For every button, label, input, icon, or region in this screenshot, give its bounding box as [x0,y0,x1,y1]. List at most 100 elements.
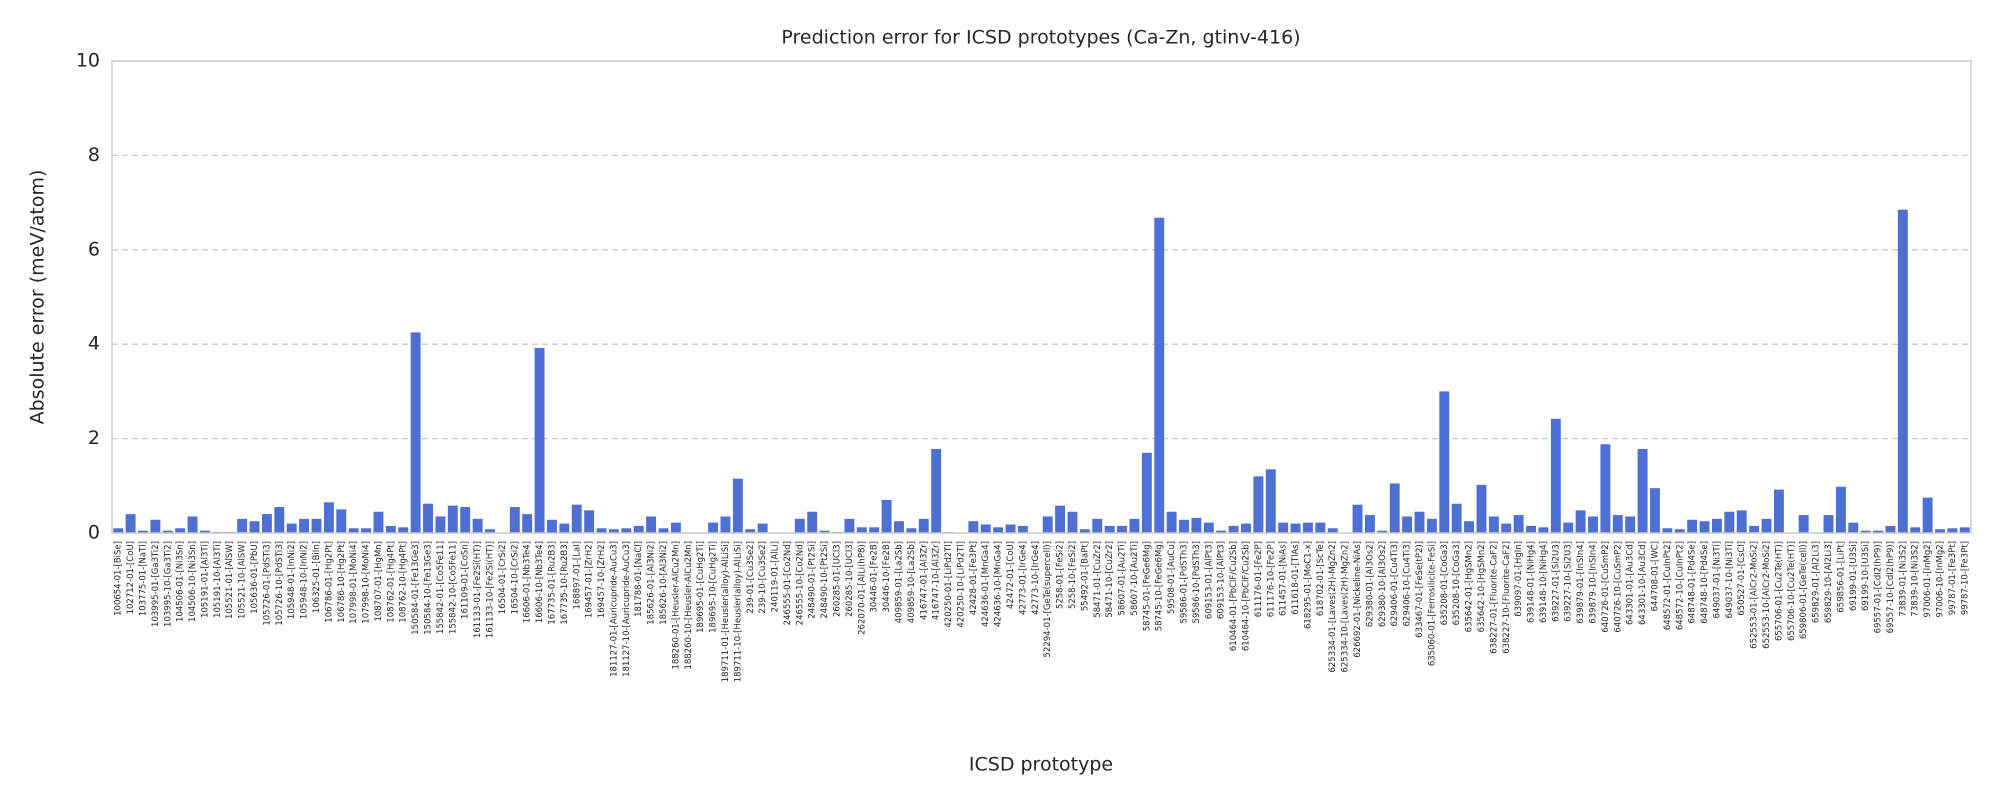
bar [1476,484,1487,533]
x-tick-label: 409859-01-[La2Sb] [894,541,904,623]
bar [175,528,186,533]
bar [1079,529,1090,533]
x-tick-label: 97006-01-[InMg2] [1923,541,1933,618]
bar [1513,515,1524,533]
y-tick-label: 8 [88,144,100,166]
x-tick-label: 58745-01-[FeGe6Mg] [1142,541,1152,631]
x-tick-label: 103995-01-[Ga3Ti2] [151,541,161,627]
x-tick-label: 55492-01-[BaPt] [1080,541,1090,611]
x-tick-label: 155842-10-[Co5Fe11] [448,541,458,634]
bar [1191,517,1202,533]
x-tick-label: 611618-01-[TlAs] [1291,541,1301,615]
bar [1588,516,1598,533]
y-tick-label: 0 [88,522,100,544]
x-tick-label: 625334-01-[Laves(2H)-MgZn2] [1328,541,1338,673]
bar [1017,525,1028,533]
x-tick-label: 52294-01-[GeTe(supercell)] [1043,541,1053,657]
x-tick-label: 609153-01-[AlPt3] [1204,541,1214,619]
bar [138,530,148,533]
x-tick-label: 59508-01-[AuCu] [1167,541,1177,614]
bar [1315,522,1326,533]
x-tick-label: 659856-01-[LiPt] [1836,541,1846,613]
x-tick-label: 246555-10-[Co2Nd] [795,541,805,625]
x-tick-label: 239-10-[Cu3Se2] [758,541,768,614]
x-tick-label: 409859-10-[La2Sb] [907,541,917,623]
bar [1451,503,1462,533]
bar [1402,516,1413,533]
bar [1922,497,1933,533]
x-tick-label: 635060-01-[Ferrosilicite-FeSi] [1427,541,1437,666]
x-tick-label: 635642-01-[HgSMn2] [1465,541,1475,632]
x-tick-label: 150584-01-[Fe13Ge3] [411,541,421,635]
bar [1439,391,1450,533]
bar [856,527,867,533]
x-tick-label: 106786-01-[Hg2Pt] [324,541,334,623]
bar [1253,476,1264,533]
x-tick-label: 105726-01-[PdSTi3] [262,541,272,626]
plot-frame [111,60,1972,534]
x-tick-label: 188260-01-[Heusler-AlCu2Mn] [671,541,681,670]
bar [633,525,644,533]
x-tick-label: 58471-01-[CuZr2] [1093,541,1103,618]
chart-title: Prediction error for ICSD prototypes (Ca… [781,27,1300,49]
x-tick-label: 189695-01-[CuHg2Ti] [696,541,706,633]
bar [596,528,607,533]
bar [993,527,1004,533]
bar [125,514,136,533]
x-tick-label: 181127-10-[Auricupride-AuCu3] [622,541,632,677]
x-tick-label: 161109-01-[CoSn] [461,541,471,619]
x-tick-label: 655706-01-[Cu2Te(HT)] [1774,541,1784,641]
bar [1550,418,1561,533]
x-tick-label: 189695-10-[CuHg2Ti] [709,541,719,633]
bar [1873,530,1884,533]
x-tick-label: 5258-01-[FeSi2] [1056,541,1066,609]
x-tick-label: 167735-01-[Ru2B3] [547,541,557,625]
bar [819,530,830,533]
x-tick-label: 611176-10-[Fe2P] [1266,541,1276,617]
bar [435,516,446,533]
x-tick-label: 659829-01-[Al2Li3] [1812,541,1822,623]
bar [1166,511,1177,533]
x-tick-label: 169457-01-[ZrH2] [585,541,595,618]
x-tick-label: 611176-01-[Fe2P] [1254,541,1264,617]
x-tick-label: 652553-01-[AlCr2-MoSi2] [1750,541,1760,649]
x-tick-label: 648572-01-[CuInPt2] [1663,541,1673,630]
x-tick-label: 42773-10-[IrGe4] [1031,541,1041,615]
x-tick-label: 105191-01-[Al3Ti] [200,541,210,618]
x-tick-label: 635208-10-[CoGa3] [1452,541,1462,625]
x-tick-label: 185626-01-[Al3Ni2] [647,541,657,625]
bar [1216,530,1227,533]
bar [931,448,942,533]
x-tick-label: 169457-10-[ZrH2] [597,541,607,618]
bar [361,528,372,533]
x-tick-label: 105521-10-[AlSW] [238,541,248,619]
bar [1959,527,1970,533]
bar [311,518,322,533]
bar [1203,522,1214,533]
bar [1104,525,1115,533]
x-tick-label: 103775-01-[NaTl] [138,541,148,616]
bar [1179,519,1189,533]
bar [261,514,272,533]
x-tick-label: 649037-10-[Ni3Ti] [1725,541,1735,618]
x-tick-label: 416747-10-[Al3Zr] [932,541,942,620]
bar [336,509,347,533]
x-tick-label: 639148-01-[NiHg4] [1527,541,1537,623]
bar [547,519,557,533]
x-tick-label: 161133-01-[Fe2Si(HT)] [473,541,483,638]
bar [199,530,210,533]
x-axis-label: ICSD prototype [969,754,1113,776]
y-tick-label: 6 [88,238,100,260]
bar [1600,444,1611,533]
bar [1897,209,1908,533]
x-tick-label: 240119-01-[AlLi] [771,541,781,612]
x-tick-label: 189711-01-[Heusler(alloy)-AlLiSi] [721,541,731,682]
x-tick-label: 59586-01-[PdSTh3] [1180,541,1190,624]
x-tick-label: 640726-01-[CuSmP2] [1601,541,1611,633]
bar [807,511,818,533]
x-tick-label: 643301-01-[Au3Cd] [1626,541,1636,625]
x-tick-label: 5258-10-[FeSi2] [1068,541,1078,609]
x-tick-label: 611457-01-[NiAs] [1279,541,1289,616]
x-tick-label: 648572-10-[CuInPt2] [1675,541,1685,630]
